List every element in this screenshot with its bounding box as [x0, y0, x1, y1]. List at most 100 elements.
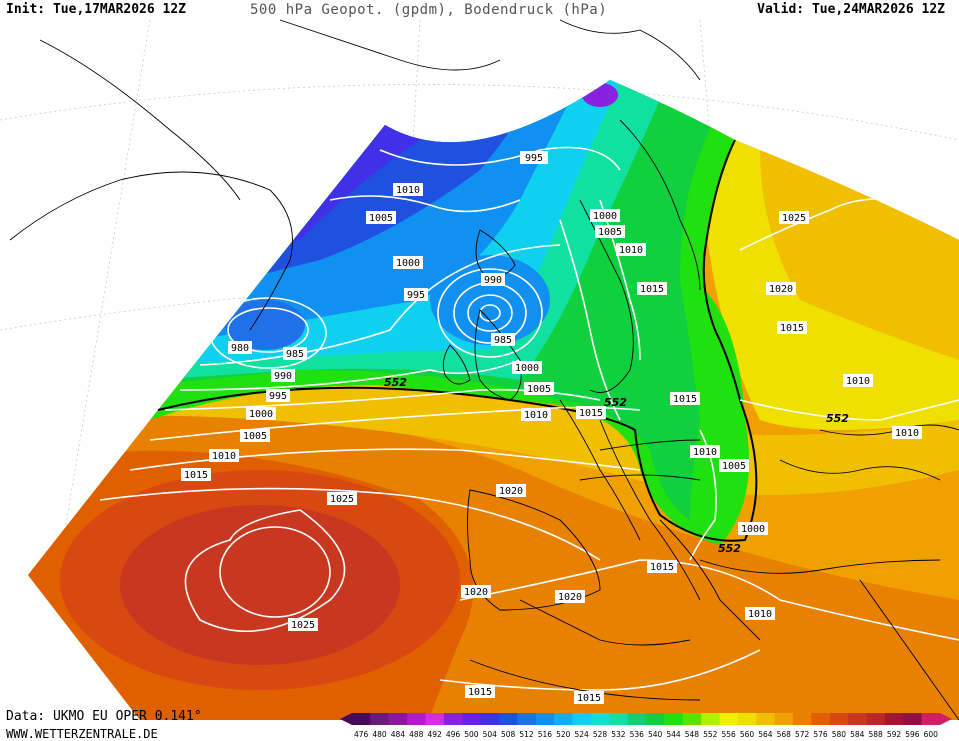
- legend-tick-label: 528: [593, 730, 608, 739]
- pressure-label: 990: [271, 369, 295, 382]
- pressure-label: 1025: [779, 211, 809, 224]
- svg-text:1015: 1015: [579, 408, 603, 419]
- svg-text:1005: 1005: [527, 384, 551, 395]
- legend-tick-label: 552: [703, 730, 718, 739]
- svg-text:1010: 1010: [895, 428, 919, 439]
- legend-swatch: [719, 713, 739, 725]
- legend-arrow-left: [340, 713, 352, 725]
- legend-tick-label: 592: [887, 730, 902, 739]
- legend-tick-label: 496: [446, 730, 461, 739]
- pressure-label: 1000: [246, 407, 276, 420]
- legend-arrow-right: [940, 713, 952, 725]
- pressure-label: 980: [228, 341, 252, 354]
- legend-tick-label: 572: [795, 730, 810, 739]
- website-link[interactable]: WWW.WETTERZENTRALE.DE: [6, 727, 158, 741]
- legend-swatch: [848, 713, 867, 725]
- legend-swatch: [590, 713, 610, 725]
- pressure-label: 995: [520, 151, 548, 164]
- svg-text:985: 985: [494, 335, 512, 346]
- legend-swatch: [701, 713, 720, 725]
- svg-text:1025: 1025: [291, 620, 315, 631]
- pressure-label: 1015: [576, 406, 606, 419]
- svg-text:1020: 1020: [769, 284, 793, 295]
- legend-tick-label: 556: [722, 730, 737, 739]
- legend-swatch: [370, 713, 390, 725]
- data-source: Data: UKMO EU OPER 0.141°: [6, 709, 202, 724]
- svg-text:1015: 1015: [640, 284, 664, 295]
- pressure-label: 1015: [574, 691, 604, 704]
- legend-swatch: [554, 713, 573, 725]
- label-552-south: 552: [718, 542, 741, 555]
- legend-swatch: [921, 713, 941, 725]
- legend-tick-label: 540: [648, 730, 663, 739]
- pressure-labels: 995 1010 1005 1000 990 995 985 980 985 9…: [181, 151, 922, 704]
- svg-text:1025: 1025: [782, 213, 806, 224]
- pressure-label: 1015: [647, 560, 677, 573]
- pressure-label: 985: [283, 347, 307, 360]
- svg-text:1010: 1010: [212, 451, 236, 462]
- coastlines: [9, 19, 959, 721]
- svg-text:1000: 1000: [741, 524, 765, 535]
- legend-swatch: [884, 713, 904, 725]
- legend-tick-label: 512: [519, 730, 534, 739]
- legend-swatch: [903, 713, 923, 725]
- legend-swatch: [627, 713, 647, 725]
- pressure-label: 1010: [616, 243, 646, 256]
- label-552-west: 552: [384, 376, 407, 389]
- svg-text:1000: 1000: [396, 258, 420, 269]
- svg-text:1005: 1005: [369, 213, 393, 224]
- legend-swatch: [866, 713, 886, 725]
- pressure-label: 990: [481, 273, 505, 286]
- legend-tick-label: 588: [869, 730, 884, 739]
- svg-text:995: 995: [407, 290, 425, 301]
- pressure-label: 1005: [366, 211, 396, 224]
- legend-tick-label: 484: [391, 730, 406, 739]
- legend-tick-label: 536: [630, 730, 645, 739]
- label-552-central: 552: [604, 396, 627, 409]
- pressure-label: 1010: [393, 183, 423, 196]
- pressure-label: 1015: [637, 282, 667, 295]
- pressure-label: 1010: [745, 607, 775, 620]
- legend-tick-label: 544: [666, 730, 681, 739]
- legend-swatch: [756, 713, 776, 725]
- legend-swatch: [388, 713, 408, 725]
- svg-text:995: 995: [525, 153, 543, 164]
- label-552-east: 552: [826, 412, 849, 425]
- svg-text:980: 980: [231, 343, 249, 354]
- svg-text:1000: 1000: [593, 211, 617, 222]
- legend-tick-label: 564: [758, 730, 773, 739]
- svg-text:990: 990: [274, 371, 292, 382]
- legend-swatch: [443, 713, 463, 725]
- legend-tick-label: 524: [575, 730, 590, 739]
- svg-text:1015: 1015: [577, 693, 601, 704]
- legend-swatch: [811, 713, 831, 725]
- legend-tick-label: 596: [905, 730, 920, 739]
- legend-tick-label: 568: [777, 730, 792, 739]
- svg-text:1015: 1015: [468, 687, 492, 698]
- chart-title: 500 hPa Geopot. (gpdm), Bodendruck (hPa): [250, 2, 608, 18]
- svg-text:1005: 1005: [243, 431, 267, 442]
- legend-swatch: [499, 713, 518, 725]
- legend-swatch: [480, 713, 500, 725]
- pressure-label: 1005: [524, 382, 554, 395]
- pressure-label: 985: [491, 333, 515, 346]
- legend-swatch: [664, 713, 684, 725]
- legend-swatch: [774, 713, 794, 725]
- svg-text:1010: 1010: [693, 447, 717, 458]
- legend-tick-label: 520: [556, 730, 571, 739]
- legend-swatch: [737, 713, 757, 725]
- init-time: Init: Tue,17MAR2026 12Z: [6, 2, 187, 17]
- legend-tick-label: 488: [409, 730, 424, 739]
- legend-swatch: [646, 713, 665, 725]
- legend-swatch: [829, 713, 849, 725]
- svg-text:1010: 1010: [748, 609, 772, 620]
- pressure-label: 1015: [670, 392, 700, 405]
- pressure-label: 1020: [555, 590, 585, 603]
- legend-tick-label: 600: [924, 730, 939, 739]
- legend-swatch: [535, 713, 555, 725]
- legend-swatch: [572, 713, 592, 725]
- pressure-label: 995: [266, 389, 290, 402]
- svg-text:1015: 1015: [650, 562, 674, 573]
